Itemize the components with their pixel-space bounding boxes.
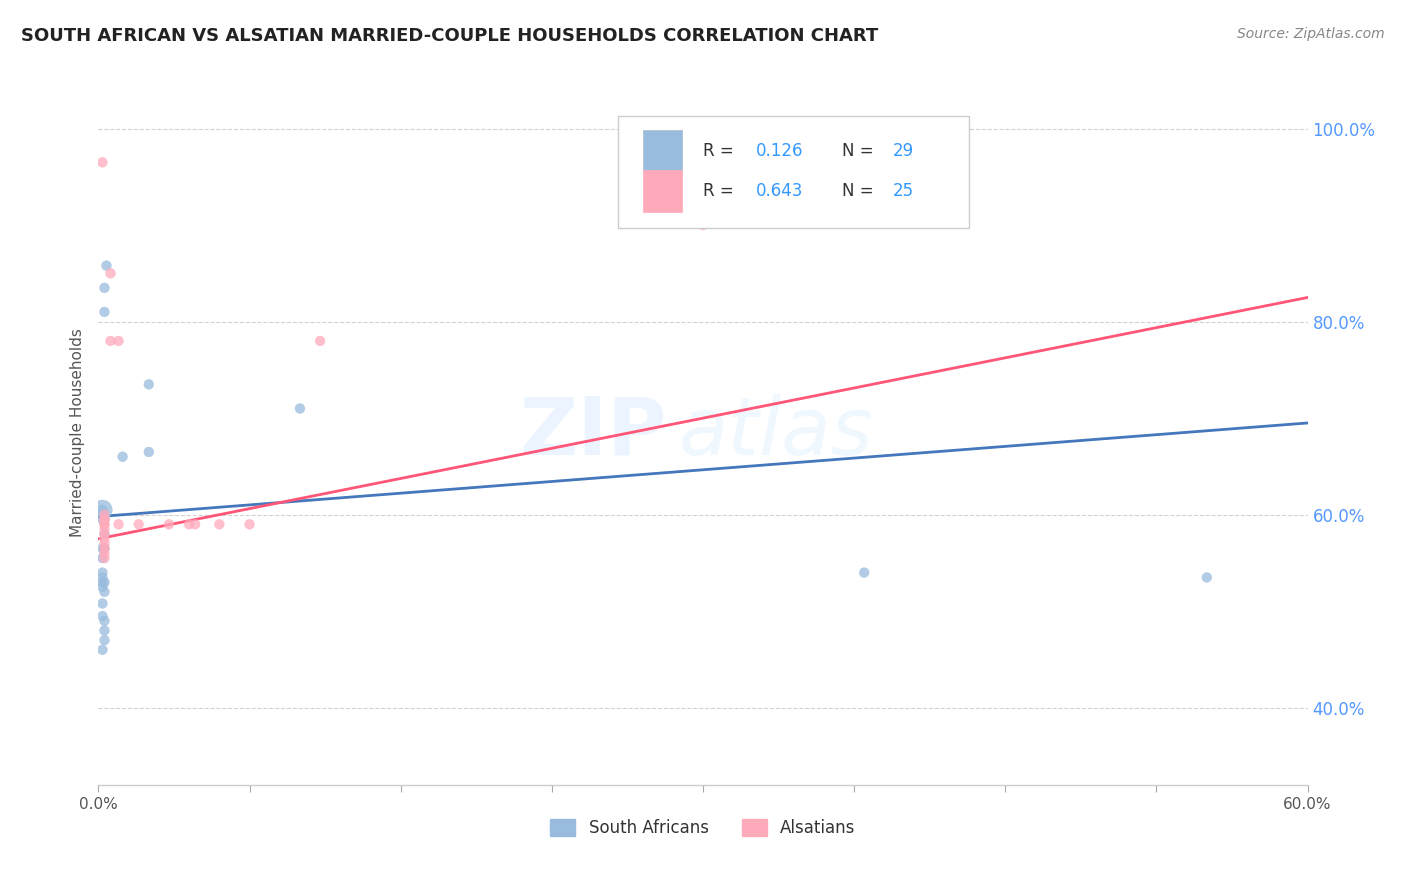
Point: [138, 377, 160, 392]
Point: [111, 450, 134, 464]
Point: [208, 517, 231, 532]
Point: [692, 218, 714, 232]
Point: [100, 266, 122, 280]
Point: [157, 517, 180, 532]
Bar: [643, 169, 682, 212]
Text: 25: 25: [893, 182, 914, 200]
Point: [91, 597, 114, 611]
Point: [96, 259, 118, 273]
Point: [91, 642, 114, 657]
Point: [93, 575, 115, 590]
Text: Source: ZipAtlas.com: Source: ZipAtlas.com: [1237, 27, 1385, 41]
Point: [93, 527, 115, 541]
Point: [91, 570, 114, 584]
Point: [91, 580, 114, 594]
Point: [93, 633, 115, 648]
Point: [91, 575, 114, 590]
Point: [853, 566, 876, 580]
Point: [93, 517, 115, 532]
Point: [309, 334, 332, 348]
Point: [179, 517, 201, 532]
Bar: [643, 129, 682, 172]
Point: [93, 614, 115, 628]
Point: [91, 512, 114, 526]
Point: [93, 527, 115, 541]
Point: [107, 517, 129, 532]
Point: [93, 541, 115, 556]
Point: [93, 532, 115, 546]
Legend: South Africans, Alsatians: South Africans, Alsatians: [544, 812, 862, 844]
Y-axis label: Married-couple Households: Married-couple Households: [69, 328, 84, 537]
Text: 0.126: 0.126: [756, 142, 804, 160]
Point: [93, 624, 115, 638]
Point: [100, 334, 122, 348]
Point: [93, 305, 115, 319]
Point: [91, 609, 114, 624]
Text: R =: R =: [703, 182, 740, 200]
Point: [1195, 570, 1218, 584]
Point: [93, 541, 115, 556]
Point: [239, 517, 262, 532]
Point: [93, 546, 115, 560]
Point: [93, 512, 115, 526]
Text: SOUTH AFRICAN VS ALSATIAN MARRIED-COUPLE HOUSEHOLDS CORRELATION CHART: SOUTH AFRICAN VS ALSATIAN MARRIED-COUPLE…: [21, 27, 879, 45]
Point: [93, 517, 115, 532]
Point: [91, 541, 114, 556]
Point: [93, 512, 115, 526]
Text: N =: N =: [842, 182, 879, 200]
Text: ZIP: ZIP: [519, 393, 666, 472]
Text: 0.643: 0.643: [756, 182, 804, 200]
Point: [93, 536, 115, 550]
Point: [93, 522, 115, 536]
Point: [107, 334, 129, 348]
Text: N =: N =: [842, 142, 879, 160]
Point: [93, 551, 115, 566]
Point: [93, 281, 115, 295]
Point: [91, 503, 114, 517]
Text: atlas: atlas: [679, 393, 873, 472]
Point: [91, 155, 114, 169]
Point: [91, 566, 114, 580]
Point: [128, 517, 150, 532]
Point: [288, 401, 311, 416]
Point: [91, 503, 114, 517]
FancyBboxPatch shape: [619, 116, 969, 228]
Point: [93, 512, 115, 526]
Text: 29: 29: [893, 142, 914, 160]
Point: [138, 445, 160, 459]
Text: R =: R =: [703, 142, 740, 160]
Point: [184, 517, 207, 532]
Point: [91, 551, 114, 566]
Point: [93, 585, 115, 599]
Point: [93, 508, 115, 522]
